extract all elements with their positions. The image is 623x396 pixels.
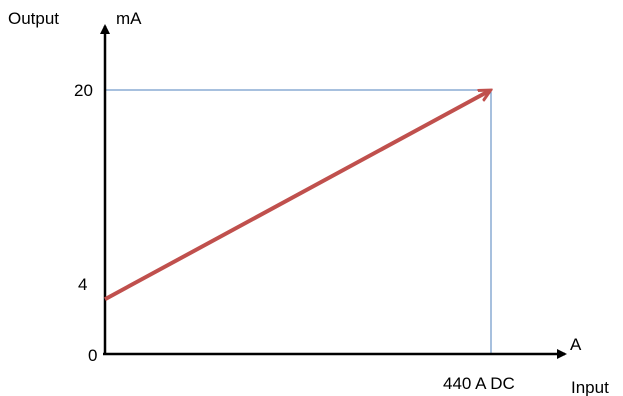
y-axis-title: Output [8,9,59,28]
x-tick-label: 440 A DC [443,374,515,393]
y-tick-label: 20 [74,81,93,100]
x-axis-title: Input [571,378,609,396]
y-tick-label: 4 [78,275,87,294]
y-tick-label: 0 [88,346,97,365]
y-unit-label: mA [116,9,142,28]
x-unit-label: A [570,335,582,354]
series-line [104,91,489,301]
